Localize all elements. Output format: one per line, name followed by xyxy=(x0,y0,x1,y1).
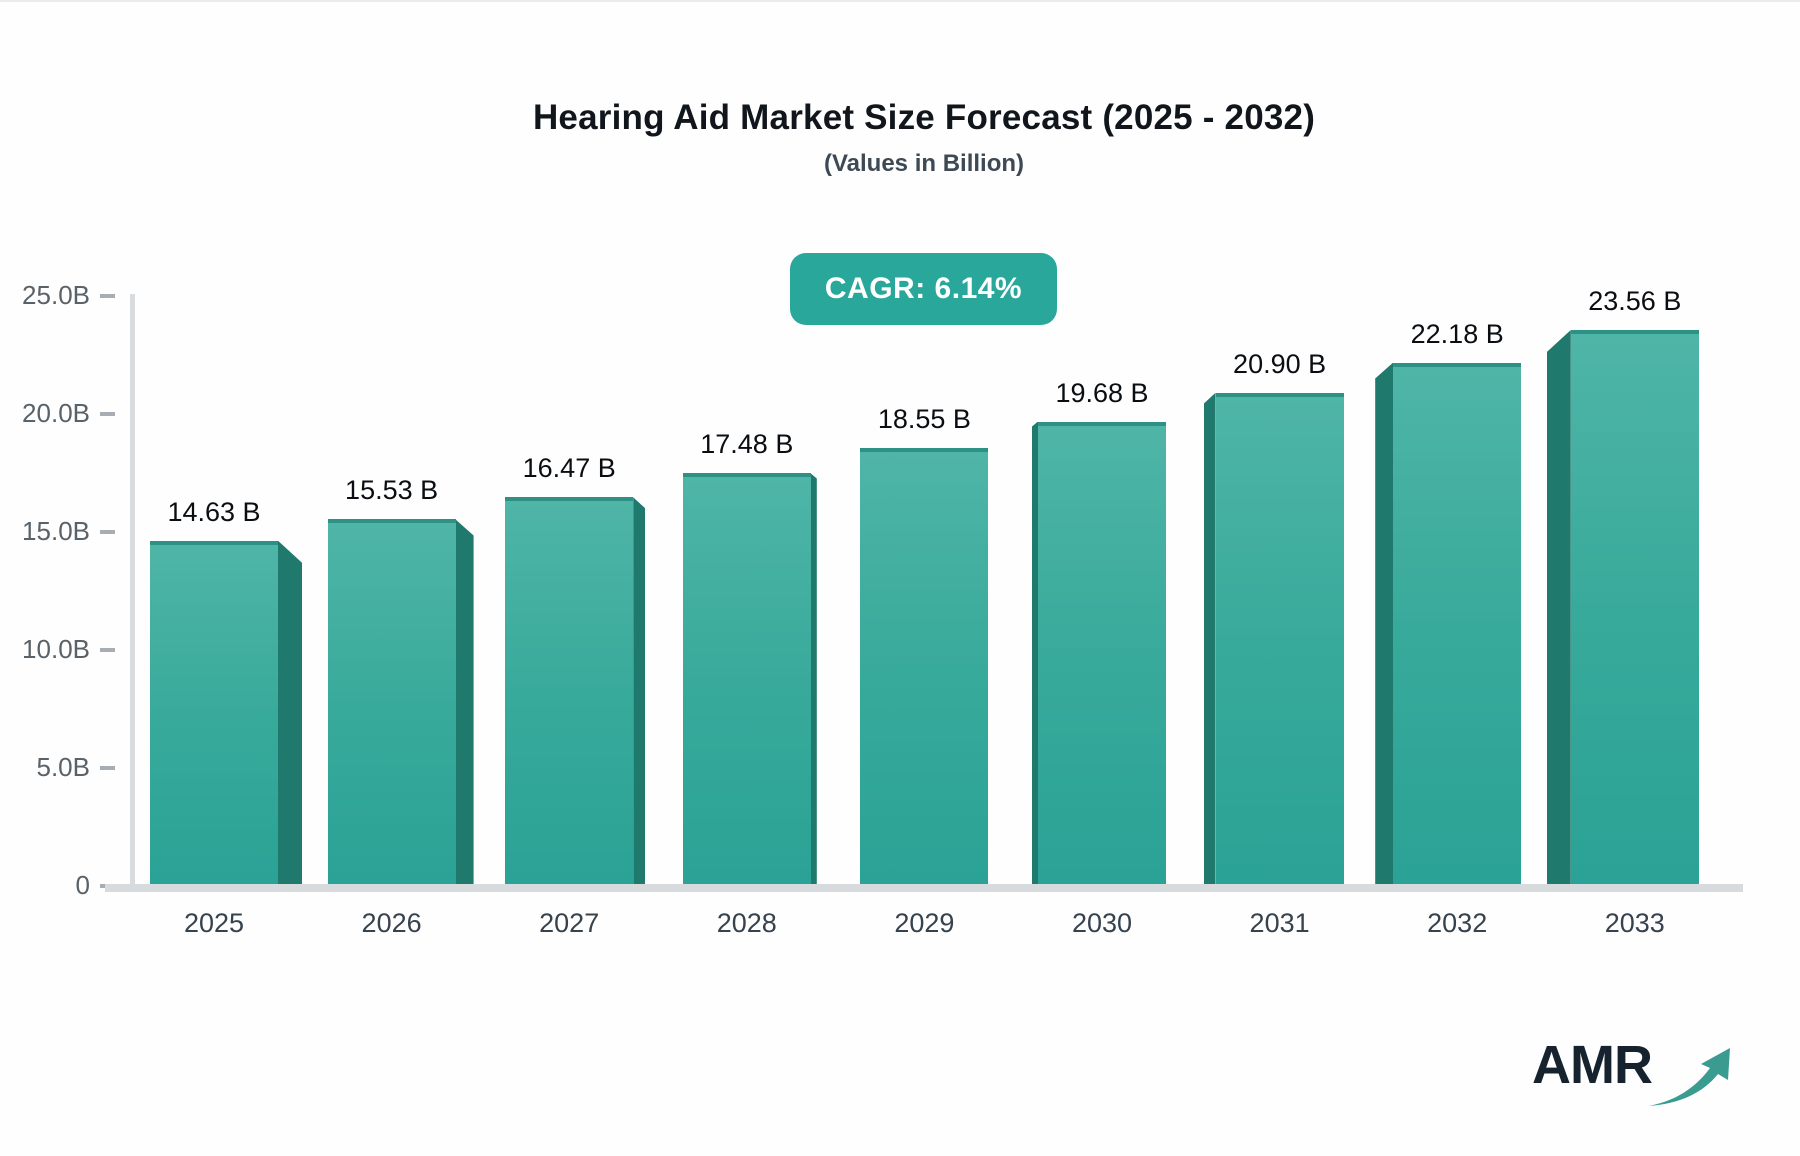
x-axis-label: 2028 xyxy=(716,908,777,938)
amr-logo: AMR xyxy=(1532,1038,1734,1121)
y-axis-tick xyxy=(100,294,115,298)
x-axis-label: 2030 xyxy=(1071,908,1133,938)
bar-value-label: 15.53 B xyxy=(345,475,439,506)
y-axis-label: 10.0B xyxy=(22,634,90,664)
bar-side-face xyxy=(1032,421,1038,886)
bar-value-label: 22.18 B xyxy=(1410,318,1504,349)
x-axis-label: 2032 xyxy=(1427,908,1488,938)
bar-value-label: 19.68 B xyxy=(1055,377,1149,408)
bar xyxy=(1215,392,1344,886)
x-axis-label: 2027 xyxy=(539,908,600,938)
bar-value-label: 17.48 B xyxy=(700,429,794,460)
x-axis-baseline xyxy=(105,884,1743,892)
bar-side-face xyxy=(455,519,474,886)
top-border-line xyxy=(0,0,1800,2)
y-axis-label: 15.0B xyxy=(22,516,90,546)
bar xyxy=(1570,329,1699,886)
bar-side-face xyxy=(278,540,302,886)
chart-subtitle: (Values in Billion) xyxy=(823,150,1025,177)
bar-side-face xyxy=(1203,392,1216,886)
bar xyxy=(1393,362,1522,886)
y-axis-tick xyxy=(100,530,115,534)
cagr-badge: CAGR: 6.14% xyxy=(790,253,1057,325)
bar-value-label: 18.55 B xyxy=(877,404,971,435)
bar-side-face xyxy=(810,473,817,886)
bar xyxy=(150,540,278,886)
bar-side-face xyxy=(633,497,646,886)
bar-value-label: 20.90 B xyxy=(1233,348,1327,379)
y-axis-tick xyxy=(100,648,115,652)
y-axis-line xyxy=(130,294,135,886)
bar-value-label: 23.56 B xyxy=(1588,285,1682,316)
amr-logo-text: AMR xyxy=(1532,1035,1653,1095)
cagr-badge-label: CAGR: 6.14% xyxy=(824,272,1023,305)
bar-side-face xyxy=(1546,329,1571,886)
bar xyxy=(1038,421,1166,886)
bar xyxy=(505,497,634,886)
x-axis-label: 2029 xyxy=(894,908,955,938)
chart-title: Hearing Aid Market Size Forecast (2025 -… xyxy=(532,98,1316,137)
y-axis-label: 0 xyxy=(75,870,90,900)
y-axis-tick xyxy=(100,766,115,770)
y-axis-label: 20.0B xyxy=(22,398,90,428)
bar-value-label: 14.63 B xyxy=(167,496,261,527)
bar xyxy=(682,473,811,886)
y-axis-label: 25.0B xyxy=(22,280,90,310)
bar xyxy=(860,448,989,886)
bar-value-label: 16.47 B xyxy=(522,453,616,484)
y-axis-label: 5.0B xyxy=(36,752,91,782)
x-axis-label: 2031 xyxy=(1249,908,1310,938)
growth-arrow-icon xyxy=(1646,1044,1734,1121)
x-axis-label: 2033 xyxy=(1604,908,1665,938)
x-axis-label: 2026 xyxy=(361,908,422,938)
bar-side-face xyxy=(1375,362,1394,886)
y-axis-tick xyxy=(100,412,115,416)
x-axis-label: 2025 xyxy=(183,908,245,938)
bar xyxy=(327,519,456,886)
